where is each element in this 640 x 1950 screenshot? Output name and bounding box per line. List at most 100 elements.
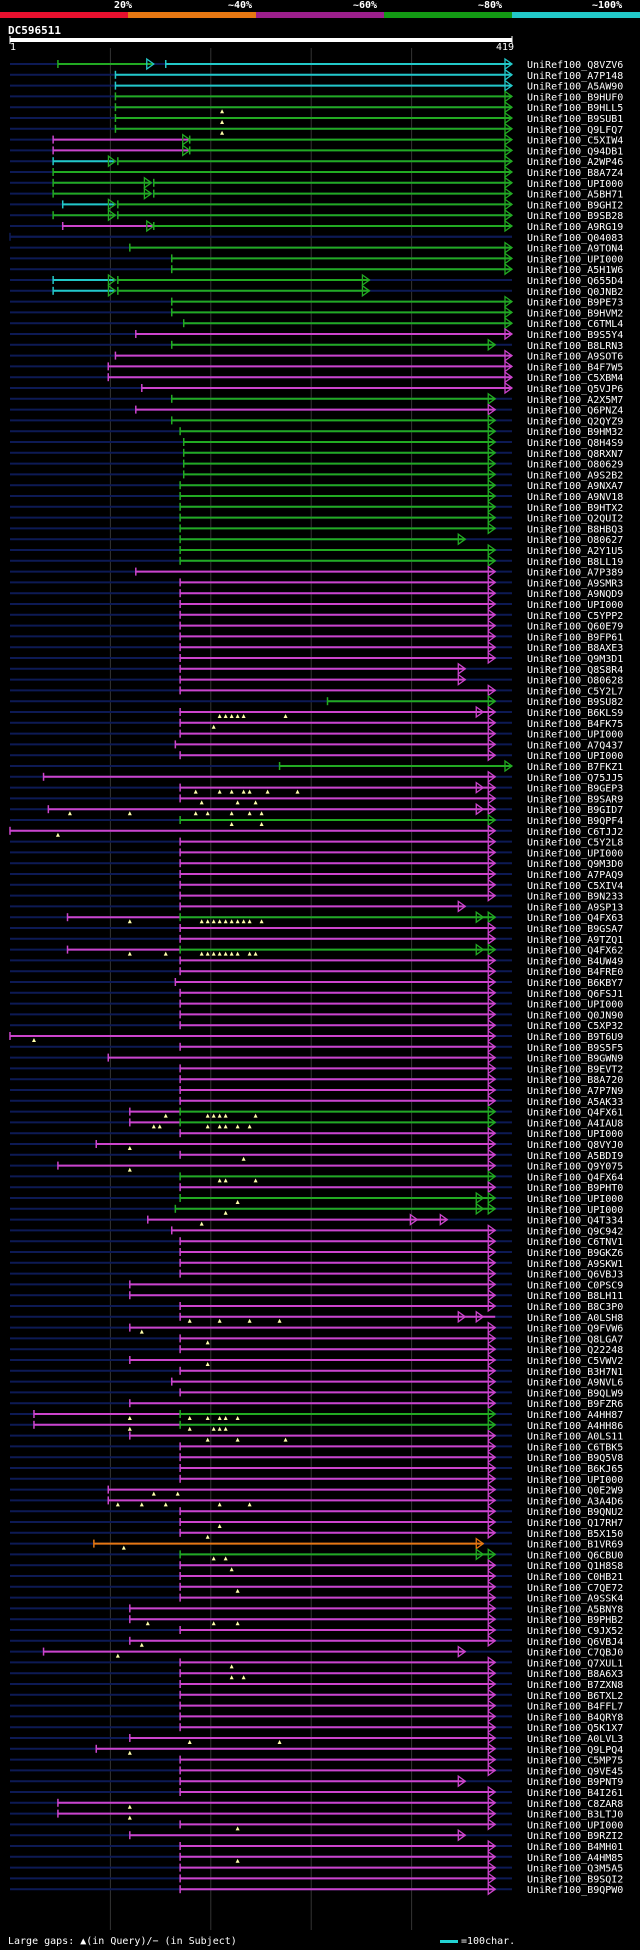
hit-label: UniRef100_B6KJ65 <box>527 1464 623 1475</box>
hit-label: UniRef100_Q8VZV6 <box>527 60 623 71</box>
query-gap-marker <box>187 1318 192 1323</box>
hit-end-arrow <box>487 1699 497 1712</box>
hit-end-arrow <box>504 68 514 82</box>
hit-label: UniRef100_C0PSC9 <box>527 1280 623 1291</box>
hit-end-arrow <box>504 349 514 362</box>
hit-label: UniRef100_B9QLW9 <box>527 1388 623 1399</box>
query-gap-marker <box>283 1437 288 1442</box>
hit-end-arrow <box>457 1310 467 1324</box>
query-gap-marker <box>229 951 234 956</box>
hit-end-arrow <box>504 208 514 222</box>
query-gap-marker <box>223 919 228 924</box>
hit-label: UniRef100_A7P148 <box>527 71 623 82</box>
hit-end-arrow <box>487 770 497 784</box>
hit-end-arrow <box>487 1807 497 1820</box>
hit-end-arrow <box>487 1731 497 1745</box>
hit-end-arrow <box>487 1569 497 1583</box>
score-band-1 <box>0 12 129 18</box>
query-gap-marker <box>205 811 210 816</box>
query-gap-marker <box>247 811 252 816</box>
hit-end-arrow <box>487 1375 497 1388</box>
hit-label: UniRef100_B8LRN3 <box>527 341 623 352</box>
hit-label: UniRef100_UPI000 <box>527 1820 623 1831</box>
query-gap-marker <box>265 789 270 794</box>
hit-label: UniRef100_Q9M3D1 <box>527 654 623 665</box>
hit-label: UniRef100_Q6PNZ4 <box>527 406 623 417</box>
hit-end-arrow <box>487 1170 497 1183</box>
hit-label: UniRef100_B9SUB1 <box>527 114 623 125</box>
hit-label: UniRef100_Q4FX63 <box>527 913 623 924</box>
hit-end-arrow <box>487 1180 497 1194</box>
hit-end-arrow <box>504 219 514 233</box>
hit-end-arrow <box>487 1461 497 1475</box>
hit-end-arrow <box>487 792 497 805</box>
hit-label: UniRef100_A9TON4 <box>527 244 623 255</box>
hit-label: UniRef100_B9N233 <box>527 892 623 903</box>
query-gap-marker <box>115 1653 120 1658</box>
hit-label: UniRef100_Q75JJ5 <box>527 773 623 784</box>
hit-label: UniRef100_A9RG19 <box>527 222 623 233</box>
hit-end-arrow <box>475 802 485 816</box>
hit-end-arrow <box>487 640 497 654</box>
query-gap-marker <box>205 919 210 924</box>
score-band-4 <box>384 12 513 18</box>
query-gap-marker <box>199 951 204 956</box>
hit-label: UniRef100_A5AW90 <box>527 82 623 93</box>
hit-label: UniRef100_Q8RXN7 <box>527 449 623 460</box>
hit-end-arrow <box>487 943 497 956</box>
hit-label: UniRef100_Q6VBJ4 <box>527 1637 623 1648</box>
hit-end-arrow <box>487 608 497 622</box>
query-gap-marker <box>217 1416 222 1420</box>
hit-end-arrow <box>487 1623 497 1637</box>
hit-label: UniRef100_Q9M3D0 <box>527 859 623 870</box>
hit-end-arrow <box>487 856 497 870</box>
hit-end-arrow <box>487 1440 497 1453</box>
hit-end-arrow <box>504 133 514 146</box>
hit-label: UniRef100_B6KLS9 <box>527 708 623 719</box>
hit-end-arrow <box>487 748 497 762</box>
query-gap-marker <box>157 1124 162 1129</box>
hit-end-arrow <box>487 1612 497 1626</box>
query-gap-marker <box>220 130 225 135</box>
hit-label: UniRef100_B8A6X3 <box>527 1669 623 1680</box>
hit-end-arrow <box>487 338 497 352</box>
query-gap-marker <box>211 1556 216 1561</box>
hit-end-arrow <box>487 1137 497 1151</box>
hit-label: UniRef100_A7Q437 <box>527 740 623 751</box>
hit-label: UniRef100_O80628 <box>527 676 623 687</box>
hit-end-arrow <box>487 1008 497 1021</box>
query-gap-marker <box>187 1740 192 1744</box>
hit-end-arrow <box>487 1159 497 1172</box>
hit-end-arrow <box>504 295 514 308</box>
hit-end-arrow <box>487 1126 497 1140</box>
hit-end-arrow <box>504 90 514 103</box>
hit-end-arrow <box>487 1386 497 1399</box>
hit-end-arrow <box>487 1548 497 1561</box>
query-gap-marker <box>235 1416 240 1420</box>
hit-end-arrow <box>487 1742 497 1756</box>
hit-label: UniRef100_A5H1W6 <box>527 265 623 276</box>
hit-label: UniRef100_B7ZXN8 <box>527 1680 623 1691</box>
hit-end-arrow <box>504 154 514 168</box>
hit-label: UniRef100_A2WP46 <box>527 157 623 168</box>
query-gap-marker <box>205 1534 210 1539</box>
query-gap-marker <box>217 1318 222 1323</box>
query-gap-marker <box>121 1545 126 1550</box>
hit-end-arrow <box>107 284 117 298</box>
hit-label: UniRef100_C5VWV2 <box>527 1356 623 1367</box>
hit-label: UniRef100_Q2QYZ9 <box>527 416 623 427</box>
hit-end-arrow <box>504 370 514 384</box>
query-gap-marker <box>247 1502 252 1507</box>
query-gap-marker <box>211 1113 216 1118</box>
hit-label: UniRef100_A2X5M7 <box>527 395 623 406</box>
hit-label: UniRef100_UPI000 <box>527 730 623 741</box>
query-gap-marker <box>217 919 222 924</box>
hit-end-arrow <box>487 1666 497 1680</box>
hit-label: UniRef100_A4HM85 <box>527 1853 623 1864</box>
hit-label: UniRef100_C6TJJ2 <box>527 827 623 838</box>
hit-end-arrow <box>487 1288 497 1302</box>
hit-label: UniRef100_B8LL19 <box>527 557 623 568</box>
hit-end-arrow <box>487 554 497 568</box>
hit-label: UniRef100_Q9VE45 <box>527 1766 623 1777</box>
